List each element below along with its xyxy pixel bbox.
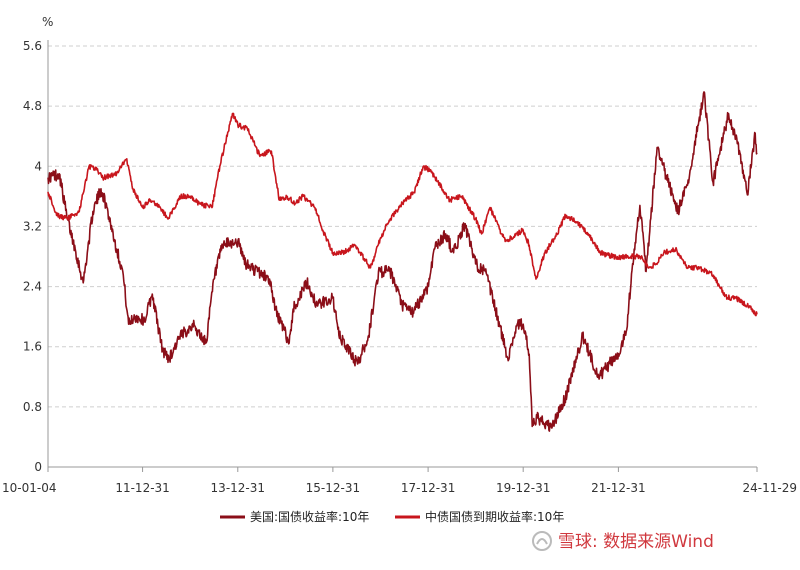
- x-tick-label: 17-12-31: [401, 481, 455, 495]
- x-tick-label: 15-12-31: [306, 481, 360, 495]
- y-tick-label: 3.2: [23, 219, 42, 233]
- x-axis: 10-01-04 11-12-31 13-12-31 15-12-31 17-12-31…: [2, 466, 797, 495]
- grid-lines: [48, 45, 757, 408]
- legend-label: 中债国债到期收益率:10年: [425, 509, 564, 524]
- watermark: 雪球: 数据来源Wind: [530, 526, 780, 556]
- y-tick-label: 2.4: [23, 280, 42, 294]
- x-tick-label: 13-12-31: [211, 481, 265, 495]
- x-tick-label: 11-12-31: [115, 481, 169, 495]
- series-line-us-10y: [47, 91, 758, 432]
- y-unit-label: %: [42, 15, 53, 29]
- y-tick-label: 0: [34, 460, 42, 474]
- y-tick-label: 5.6: [23, 39, 42, 53]
- y-tick-label: 4: [34, 159, 42, 173]
- x-tick-label: 10-01-04: [2, 481, 56, 495]
- watermark-text: 雪球: 数据来源Wind: [558, 532, 714, 552]
- x-tick-label: 19-12-31: [496, 481, 550, 495]
- xueqiu-logo-icon: [532, 531, 552, 551]
- y-axis: 0 0.8 1.6 2.4 3.2 4 4.8 5.6: [23, 39, 49, 474]
- y-tick-label: 4.8: [23, 99, 42, 113]
- legend-label: 美国:国债收益率:10年: [250, 509, 369, 524]
- y-tick-label: 0.8: [23, 400, 42, 414]
- series-lines: [47, 91, 758, 432]
- y-tick-label: 1.6: [23, 340, 42, 354]
- x-tick-label: 21-12-31: [591, 481, 645, 495]
- legend: 美国:国债收益率:10年 中债国债到期收益率:10年: [220, 509, 564, 524]
- x-tick-label: 24-11-29: [743, 481, 797, 495]
- series-line-cn-10y: [47, 112, 758, 317]
